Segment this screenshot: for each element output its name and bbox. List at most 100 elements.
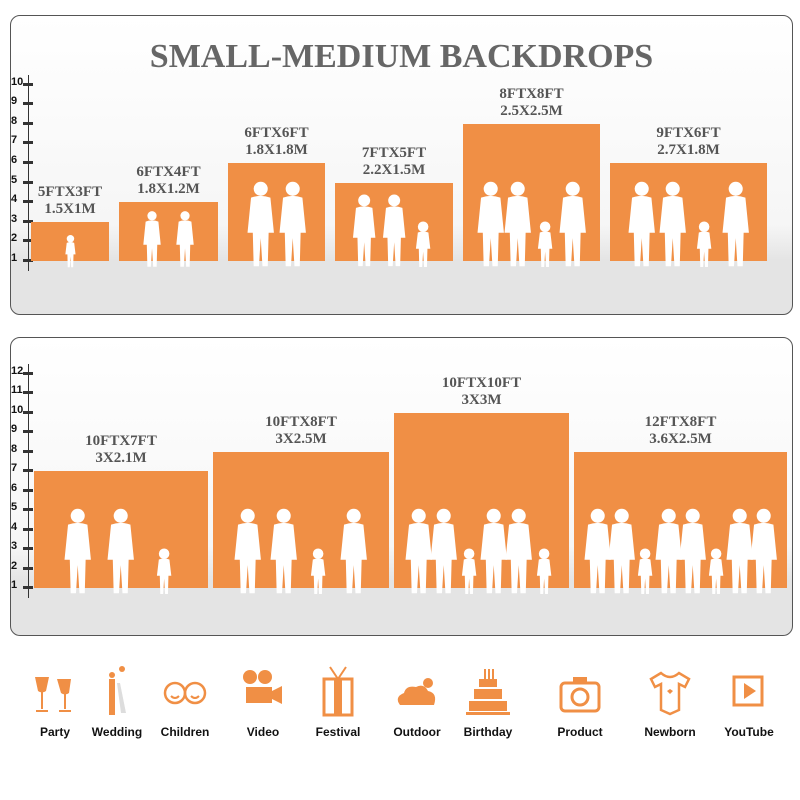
person-silhouette xyxy=(676,507,709,600)
tick-label: 8 xyxy=(11,442,18,455)
tick-mark xyxy=(23,430,33,433)
film-camera-icon xyxy=(228,665,298,717)
person-silhouette xyxy=(695,220,713,273)
use-case-label: Outdoor xyxy=(393,725,441,739)
y-tick: 4 xyxy=(11,521,37,533)
use-case-label: Video xyxy=(246,725,280,739)
tick-label: 2 xyxy=(11,559,18,572)
person-silhouette xyxy=(501,180,534,273)
y-tick: 5 xyxy=(11,501,37,513)
person-silhouette xyxy=(707,547,725,600)
use-case-wedding: Wedding xyxy=(82,665,152,739)
size-m: 3.6X2.5M xyxy=(649,430,712,447)
size-label: 10FTX7FT 3X2.1M xyxy=(34,433,208,467)
person-silhouette xyxy=(723,507,756,600)
use-case-youtube: YouTube xyxy=(714,665,784,739)
person-silhouette xyxy=(244,180,277,273)
size-ft: 12FTX8FT xyxy=(644,413,717,430)
wedding-couple-icon xyxy=(82,665,152,717)
person-silhouette xyxy=(556,180,589,273)
y-tick: 4 xyxy=(11,193,37,205)
y-tick: 12 xyxy=(11,365,37,377)
person-silhouette xyxy=(402,507,435,600)
backdrop-bar xyxy=(228,163,325,267)
backdrop-bar xyxy=(610,163,767,268)
y-tick: 1 xyxy=(11,579,37,591)
children-faces-icon xyxy=(150,665,220,717)
size-m: 1.8X1.2M xyxy=(137,181,200,198)
tick-mark xyxy=(23,391,33,394)
y-tick: 10 xyxy=(11,76,37,88)
person-silhouette xyxy=(380,193,408,273)
y-tick: 9 xyxy=(11,423,37,435)
backdrop-bar xyxy=(574,451,787,595)
tick-label: 10 xyxy=(11,403,24,416)
person-silhouette xyxy=(652,507,685,600)
size-ft: 7FTX5FT xyxy=(361,144,427,161)
tick-mark xyxy=(23,547,33,550)
tick-label: 8 xyxy=(11,114,18,127)
size-label: 10FTX8FT 3X2.5M xyxy=(213,414,389,448)
cloud-icon xyxy=(382,665,452,717)
tick-label: 3 xyxy=(11,212,18,225)
use-case-label: Festival xyxy=(315,725,361,739)
size-label: 12FTX8FT 3.6X2.5M xyxy=(574,414,787,448)
tick-mark xyxy=(23,488,33,492)
y-tick: 2 xyxy=(11,560,37,572)
size-m: 2.5X2.5M xyxy=(500,102,563,119)
tick-label: 4 xyxy=(11,193,18,206)
tick-label: 10 xyxy=(11,75,24,88)
person-silhouette xyxy=(535,547,553,600)
person-silhouette xyxy=(477,507,510,600)
backdrop-bar xyxy=(335,182,453,268)
tick-label: 12 xyxy=(11,364,24,377)
tick-mark xyxy=(23,239,33,243)
baby-onesie-icon xyxy=(635,665,705,717)
person-silhouette xyxy=(625,180,658,273)
person-silhouette xyxy=(460,547,478,600)
tick-mark xyxy=(23,449,33,453)
tick-mark xyxy=(23,410,33,414)
tick-mark xyxy=(23,527,33,531)
person-silhouette xyxy=(276,180,309,273)
person-silhouette xyxy=(581,507,614,600)
tick-mark xyxy=(23,586,33,589)
size-ft: 6FTX4FT xyxy=(136,164,201,181)
gift-box-icon xyxy=(303,665,373,717)
y-tick: 6 xyxy=(11,482,37,494)
size-m: 3X2.5M xyxy=(275,430,327,447)
y-tick: 6 xyxy=(11,154,37,166)
camera-icon xyxy=(545,665,615,717)
person-silhouette xyxy=(350,193,378,273)
medium-backdrops-panel: 1 2 3 4 5 6 7 8 9 10 11 12 10FTX7FT 3X2.1M 10FTX8FT 3X2… xyxy=(10,337,793,636)
tick-mark xyxy=(23,508,33,511)
y-tick: 11 xyxy=(11,384,37,396)
size-ft: 10FTX8FT xyxy=(265,413,337,430)
person-silhouette xyxy=(104,507,137,600)
backdrop-bar xyxy=(31,221,109,268)
size-m: 1.5X1M xyxy=(44,200,96,217)
person-silhouette xyxy=(231,507,264,600)
person-silhouette xyxy=(502,507,535,600)
size-ft: 10FTX7FT xyxy=(85,433,157,449)
use-case-video: Video xyxy=(228,665,298,739)
person-silhouette xyxy=(605,507,638,600)
tick-label: 1 xyxy=(11,579,18,591)
size-m: 2.7X1.8M xyxy=(657,142,720,158)
use-case-label: Newborn xyxy=(644,725,696,739)
person-silhouette xyxy=(309,547,327,600)
tick-label: 5 xyxy=(11,501,18,513)
use-case-icons: Party Wedding Children Video Festival Outdoor… xyxy=(0,665,800,755)
tick-mark xyxy=(23,200,33,204)
tick-mark xyxy=(23,219,33,223)
tick-label: 9 xyxy=(11,423,18,435)
size-label: 10FTX10FT 3X3M xyxy=(394,375,569,409)
champagne-glasses-icon xyxy=(20,665,90,717)
person-silhouette xyxy=(747,507,780,600)
y-axis xyxy=(28,363,29,598)
person-silhouette xyxy=(267,507,300,600)
y-tick: 8 xyxy=(11,443,37,455)
tick-label: 5 xyxy=(11,173,18,186)
use-case-label: Birthday xyxy=(463,725,513,739)
person-silhouette xyxy=(155,547,173,600)
